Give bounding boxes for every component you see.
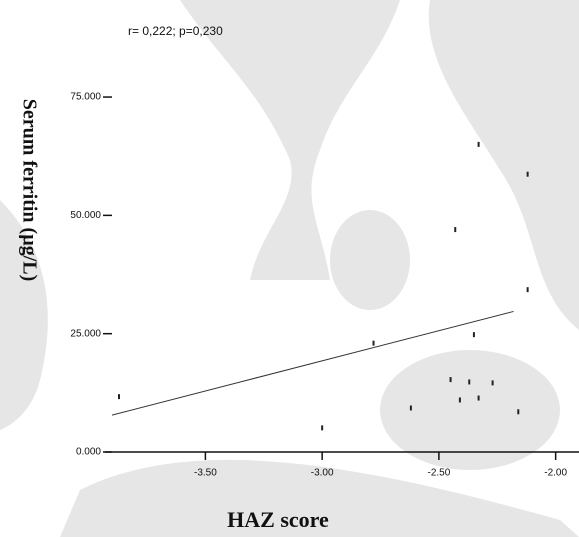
y-axis-label: Serum ferritin (µg/L)	[18, 99, 40, 282]
point	[517, 409, 519, 414]
point	[459, 397, 461, 402]
y-tick-label: 50.000	[70, 210, 101, 221]
point	[450, 377, 452, 382]
point	[478, 396, 480, 401]
point	[118, 394, 120, 399]
point	[492, 380, 494, 385]
point	[473, 332, 475, 337]
x-tick-label: -3.00	[311, 468, 334, 479]
page: {"chart_data": {"type": "scatter", "anno…	[0, 0, 579, 537]
point	[527, 172, 529, 177]
y-tick-label: 75.000	[70, 92, 101, 103]
x-tick-label: -3.50	[194, 468, 217, 479]
y-tick-label: 25.000	[70, 328, 101, 339]
point	[478, 142, 480, 147]
point	[321, 425, 323, 430]
annotation: r= 0,222; p=0,230	[128, 24, 223, 38]
point	[527, 287, 529, 292]
chart: r= 0,222; p=0,230 HAZ score Serum ferrit…	[0, 0, 579, 537]
point	[468, 379, 470, 384]
point	[373, 341, 375, 346]
point	[410, 405, 412, 410]
x-axis-label: HAZ score	[227, 507, 329, 532]
y-tick-label: 0.000	[76, 447, 101, 458]
point	[454, 227, 456, 232]
x-tick-label: -2.00	[544, 468, 567, 479]
x-tick-label: -2.50	[428, 468, 451, 479]
